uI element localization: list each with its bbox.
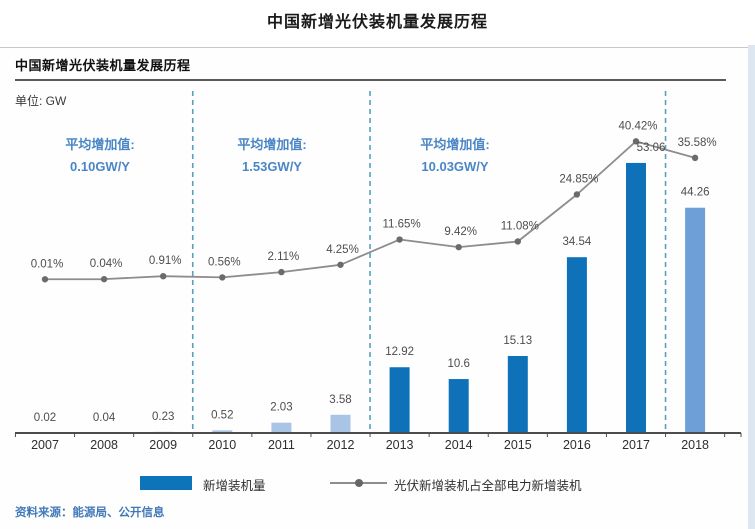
phase-annotation-value-1: 0.10GW/Y xyxy=(70,159,130,174)
phase-annotation-label-1: 平均增加值: xyxy=(65,137,134,152)
chart-panel: 中国新增光伏装机量发展历程 单位: GW 平均增加值: 0.10GW/Y 平均增加值… xyxy=(0,47,755,529)
line-point-2010 xyxy=(219,274,226,281)
bar-value-label-2013: 12.92 xyxy=(385,346,414,358)
bar-2013 xyxy=(389,367,410,433)
panel-title: 中国新增光伏装机量发展历程 xyxy=(15,58,191,73)
bar-value-label-2017: 53.06 xyxy=(637,142,666,154)
percentage-line xyxy=(44,140,696,281)
bar-value-label-2009: 0.23 xyxy=(152,411,174,423)
line-point-2013 xyxy=(396,236,403,243)
line-percent-label-2015: 11.08% xyxy=(501,220,539,232)
line-percent-label-2018: 35.58% xyxy=(678,137,717,149)
x-axis-year-label-2008: 2008 xyxy=(90,438,118,452)
bar-value-label-2015: 15.13 xyxy=(503,335,532,347)
line-percent-label-2008: 0.04% xyxy=(90,258,123,270)
line-percent-label-2011: 2.11% xyxy=(268,251,300,263)
x-axis-year-label-2016: 2016 xyxy=(563,438,591,452)
bar-2015 xyxy=(507,355,528,433)
line-percent-label-2010: 0.56% xyxy=(208,256,241,268)
bar-2012 xyxy=(330,414,351,433)
x-axis-year-label-2015: 2015 xyxy=(504,438,532,452)
line-point-2008 xyxy=(100,275,108,283)
bar-value-label-2018: 44.26 xyxy=(681,187,710,199)
bar-value-label-2014: 10.6 xyxy=(448,358,470,370)
bar-value-label-2011: 2.03 xyxy=(270,402,292,414)
line-percent-label-2012: 4.25% xyxy=(326,244,359,256)
unit-label: 单位: GW xyxy=(15,94,67,108)
x-axis-year-label-2017: 2017 xyxy=(622,438,650,452)
bar-2014 xyxy=(448,379,469,433)
source-note: 资料来源：能源局、公开信息 xyxy=(15,507,165,519)
line-percent-label-2007: 0.01% xyxy=(31,258,64,270)
line-point-2007 xyxy=(41,276,49,283)
bar-value-label-2007: 0.02 xyxy=(34,412,56,424)
x-axis-year-label-2009: 2009 xyxy=(149,438,177,452)
x-axis-year-label-2011: 2011 xyxy=(268,438,295,452)
right-edge-strip xyxy=(748,45,755,529)
phase-annotation-label-2: 平均增加值: xyxy=(237,137,306,152)
line-point-2017 xyxy=(632,138,640,145)
x-axis-year-label-2010: 2010 xyxy=(208,438,236,452)
x-axis-year-label-2018: 2018 xyxy=(681,438,709,452)
line-percent-label-2009: 0.91% xyxy=(149,255,182,267)
line-point-2012 xyxy=(337,261,344,268)
bar-value-label-2010: 0.52 xyxy=(211,409,233,421)
phase-annotation-value-2: 1.53GW/Y xyxy=(242,159,302,174)
line-point-2009 xyxy=(160,272,167,280)
phase-annotation-label-3: 平均增加值: xyxy=(420,137,489,152)
line-point-2011 xyxy=(278,268,285,276)
x-axis-year-label-2012: 2012 xyxy=(327,438,355,452)
bar-value-label-2012: 3.58 xyxy=(329,394,351,406)
bar-2010 xyxy=(212,430,233,433)
bar-2011 xyxy=(271,422,292,433)
bar-value-label-2016: 34.54 xyxy=(563,236,592,248)
bar-2018 xyxy=(685,207,706,433)
chart-plot-area: 平均增加值: 0.10GW/Y 平均增加值: 1.53GW/Y 平均增加值: 10.03G… xyxy=(14,91,742,452)
bar-2017 xyxy=(626,162,646,433)
title-underline xyxy=(15,79,726,81)
line-point-2015 xyxy=(514,238,521,245)
line-percent-label-2017: 40.42% xyxy=(618,120,657,132)
line-point-2018 xyxy=(691,154,699,162)
x-axis-year-label-2013: 2013 xyxy=(386,438,414,452)
bar-value-label-2008: 0.04 xyxy=(93,412,116,424)
x-axis-year-label-2007: 2007 xyxy=(31,438,59,452)
line-point-2014 xyxy=(455,243,462,251)
line-percent-label-2013: 11.65% xyxy=(383,219,421,231)
phase-annotation-value-3: 10.03GW/Y xyxy=(421,159,489,174)
bar-2016 xyxy=(566,257,587,433)
line-percent-label-2014: 9.42% xyxy=(444,226,477,238)
line-percent-label-2016: 24.85% xyxy=(559,173,598,185)
line-point-2016 xyxy=(573,191,581,198)
page-title: 中国新增光伏装机量发展历程 xyxy=(266,14,488,31)
x-axis-year-label-2014: 2014 xyxy=(445,438,473,452)
